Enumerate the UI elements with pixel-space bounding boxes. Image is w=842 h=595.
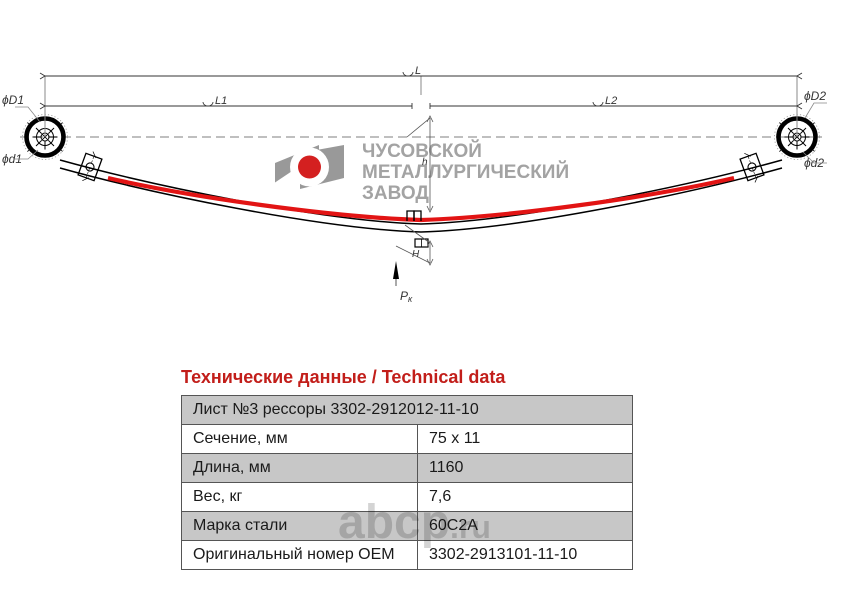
svg-text:H: H	[412, 249, 420, 260]
svg-text:МЕТАЛЛУРГИЧЕСКИЙ: МЕТАЛЛУРГИЧЕСКИЙ	[362, 161, 569, 183]
svg-text:L2: L2	[605, 95, 617, 107]
svg-text:ϕD1: ϕD1	[2, 93, 24, 107]
svg-text:Pк: Pк	[400, 289, 413, 304]
svg-text:h: h	[422, 157, 428, 168]
svg-text:L1: L1	[215, 95, 227, 107]
svg-text:ϕD2: ϕD2	[804, 89, 826, 103]
svg-text:ЗАВОД: ЗАВОД	[362, 183, 429, 204]
svg-text:L: L	[415, 65, 421, 77]
